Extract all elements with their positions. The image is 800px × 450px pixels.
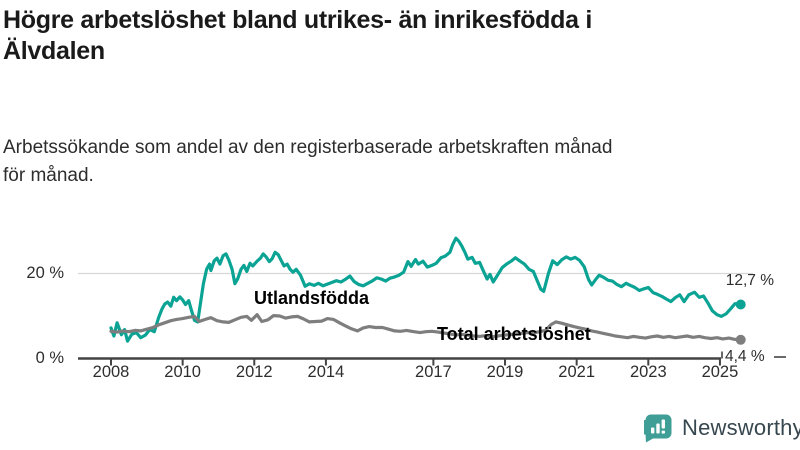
y-tick-label: 0 %	[35, 348, 64, 367]
x-tick-label: 2014	[307, 363, 345, 381]
x-tick-label: 2023	[629, 363, 667, 381]
series-label-utlandsfodda: Utlandsfödda	[254, 288, 369, 308]
newsworthy-logo-icon	[644, 414, 672, 443]
x-tick-label: 2019	[486, 363, 524, 381]
x-tick-label: 2021	[558, 363, 596, 381]
newsworthy-logo-text: Newsworthy	[682, 415, 800, 440]
newsworthy-logo: Newsworthy	[644, 413, 800, 443]
series-line-utlandsfodda	[109, 236, 743, 343]
x-tick-label: 2012	[235, 363, 273, 381]
x-tick-label: 2010	[164, 363, 201, 381]
title-line-2: Älvdalen	[3, 37, 105, 65]
title-line-1: Högre arbetslöshet bland utrikes- än inr…	[3, 6, 592, 34]
x-tick-label: 2017	[415, 363, 452, 381]
series-label-total-arbetsloshet: Total arbetslöshet	[437, 324, 591, 344]
x-tick-label: 2025	[701, 363, 739, 381]
page-title: Högre arbetslöshet bland utrikes- än inr…	[3, 5, 797, 67]
series-endpoint-dot	[735, 334, 746, 345]
subtitle-line-1: Arbetssökande som andel av den registerb…	[3, 137, 613, 158]
end-value-utlandsfodda: 12,7 %	[725, 272, 774, 289]
series-line-total	[109, 313, 743, 342]
series-endpoint-dot	[735, 299, 746, 310]
chart-series-layer	[109, 236, 746, 366]
end-value-total: 4,4 %	[725, 348, 765, 365]
subtitle-line-2: för månad.	[3, 165, 94, 186]
y-tick-label: 20 %	[26, 263, 64, 282]
x-tick-label: 2008	[92, 363, 130, 381]
chart-subtitle: Arbetssökande som andel av den registerb…	[3, 134, 797, 190]
